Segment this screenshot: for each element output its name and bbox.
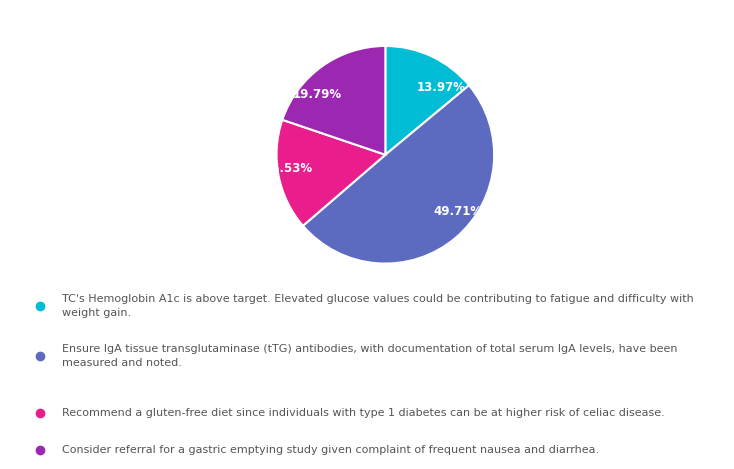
- Text: 49.71%: 49.71%: [433, 205, 482, 218]
- Text: 19.79%: 19.79%: [293, 88, 342, 101]
- Text: TC's Hemoglobin A1c is above target. Elevated glucose values could be contributi: TC's Hemoglobin A1c is above target. Ele…: [62, 294, 694, 318]
- Text: Ensure IgA tissue transglutaminase (tTG) antibodies, with documentation of total: Ensure IgA tissue transglutaminase (tTG)…: [62, 344, 678, 369]
- Wedge shape: [283, 46, 385, 155]
- Text: 16.53%: 16.53%: [264, 162, 313, 175]
- Text: Recommend a gluten-free diet since individuals with type 1 diabetes can be at hi: Recommend a gluten-free diet since indiv…: [62, 408, 665, 418]
- Text: 13.97%: 13.97%: [417, 81, 466, 94]
- Wedge shape: [303, 85, 494, 264]
- Wedge shape: [385, 46, 469, 155]
- Text: Consider referral for a gastric emptying study given complaint of frequent nause: Consider referral for a gastric emptying…: [62, 445, 600, 455]
- Wedge shape: [277, 120, 385, 226]
